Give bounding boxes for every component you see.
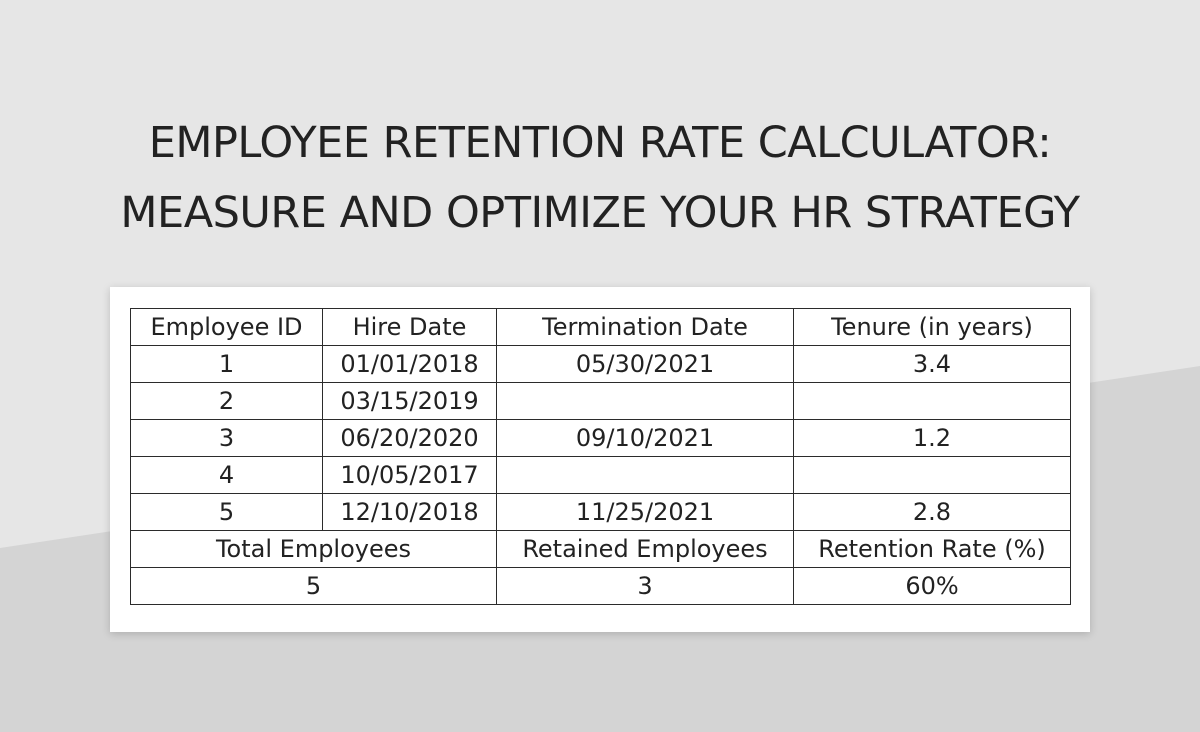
cell-termination-date: 09/10/2021 (496, 419, 794, 457)
table-row: 3 06/20/2020 09/10/2021 1.2 (130, 419, 1071, 457)
summary-value-row: 5 3 60% (130, 567, 1071, 605)
spreadsheet-card: Employee ID Hire Date Termination Date T… (110, 287, 1090, 632)
page-title: EMPLOYEE RETENTION RATE CALCULATOR: MEAS… (0, 108, 1200, 248)
cell-hire-date: 10/05/2017 (322, 456, 497, 494)
retention-rate-label: Retention Rate (%) (793, 530, 1071, 568)
page-title-line-2: MEASURE AND OPTIMIZE YOUR HR STRATEGY (120, 188, 1080, 238)
table-row: 1 01/01/2018 05/30/2021 3.4 (130, 345, 1071, 383)
cell-tenure (793, 382, 1071, 420)
cell-hire-date: 06/20/2020 (322, 419, 497, 457)
total-employees-value: 5 (130, 567, 497, 605)
cell-employee-id: 2 (130, 382, 323, 420)
cell-termination-date: 05/30/2021 (496, 345, 794, 383)
retained-employees-label: Retained Employees (496, 530, 794, 568)
cell-hire-date: 12/10/2018 (322, 493, 497, 531)
cell-termination-date: 11/25/2021 (496, 493, 794, 531)
cell-hire-date: 03/15/2019 (322, 382, 497, 420)
retention-table: Employee ID Hire Date Termination Date T… (130, 308, 1071, 605)
cell-employee-id: 3 (130, 419, 323, 457)
cell-hire-date: 01/01/2018 (322, 345, 497, 383)
cell-tenure: 2.8 (793, 493, 1071, 531)
summary-label-row: Total Employees Retained Employees Reten… (130, 530, 1071, 568)
cell-employee-id: 4 (130, 456, 323, 494)
retention-rate-value: 60% (793, 567, 1071, 605)
table-row: 5 12/10/2018 11/25/2021 2.8 (130, 493, 1071, 531)
cell-employee-id: 1 (130, 345, 323, 383)
cell-termination-date (496, 382, 794, 420)
total-employees-label: Total Employees (130, 530, 497, 568)
cell-employee-id: 5 (130, 493, 323, 531)
retained-employees-value: 3 (496, 567, 794, 605)
table-row: 4 10/05/2017 (130, 456, 1071, 494)
table-row: 2 03/15/2019 (130, 382, 1071, 420)
cell-termination-date (496, 456, 794, 494)
cell-tenure: 3.4 (793, 345, 1071, 383)
header-tenure: Tenure (in years) (793, 308, 1071, 346)
header-termination-date: Termination Date (496, 308, 794, 346)
cell-tenure: 1.2 (793, 419, 1071, 457)
header-hire-date: Hire Date (322, 308, 497, 346)
header-employee-id: Employee ID (130, 308, 323, 346)
page-title-line-1: EMPLOYEE RETENTION RATE CALCULATOR: (148, 118, 1052, 168)
table-header-row: Employee ID Hire Date Termination Date T… (130, 308, 1071, 346)
cell-tenure (793, 456, 1071, 494)
